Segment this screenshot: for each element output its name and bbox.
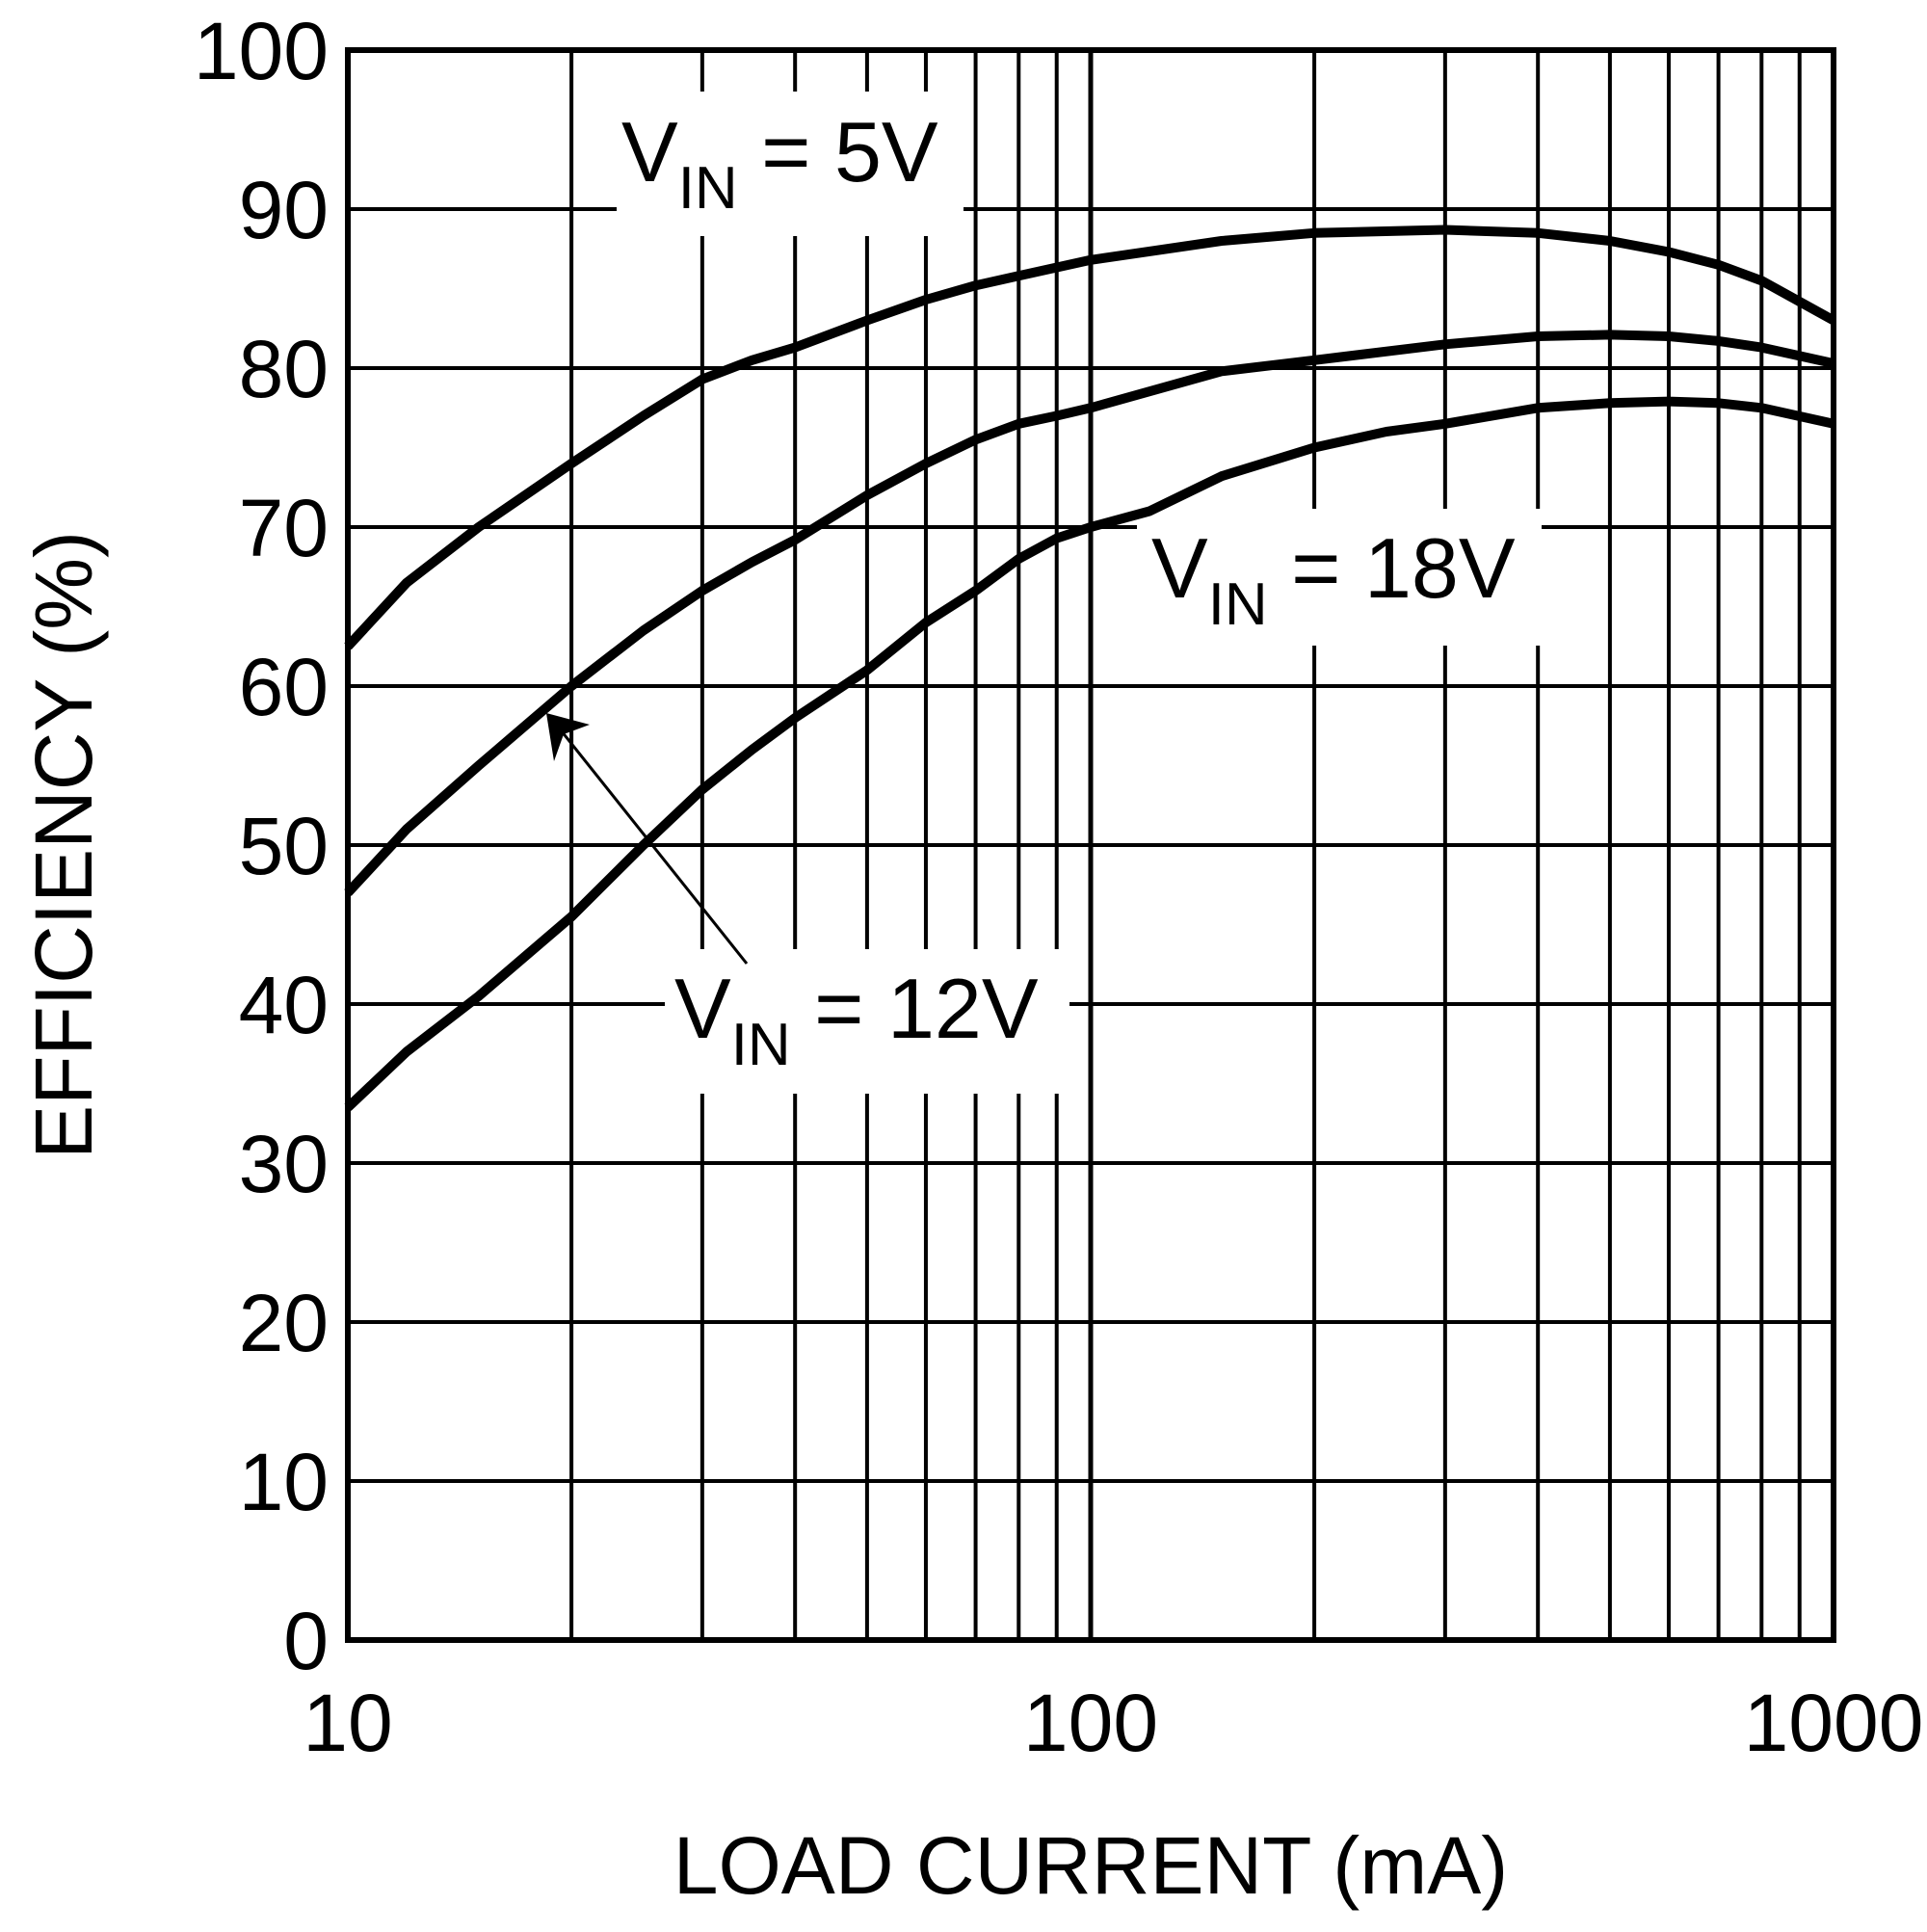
series-line-1	[344, 225, 1836, 650]
series-label-value: = 18V	[1268, 520, 1516, 616]
y-tick-label: 50	[239, 801, 329, 891]
y-tick-label: 90	[239, 165, 329, 255]
data-series	[344, 225, 1836, 1111]
arrow-leader-line	[556, 726, 749, 965]
y-tick-label: 20	[239, 1278, 329, 1368]
series-label: VIN = 18V	[1151, 520, 1516, 638]
series-line-2	[344, 330, 1835, 896]
series-label-subscript: IN	[1208, 571, 1268, 638]
y-tick-label: 0	[283, 1596, 329, 1686]
y-tick-label: 30	[239, 1119, 329, 1209]
y-tick-label: 10	[239, 1437, 329, 1527]
y-tick-label: 70	[239, 483, 329, 573]
x-tick-label: 10	[303, 1678, 392, 1768]
y-axis-title: EFFICIENCY (%)	[18, 531, 109, 1159]
y-tick-label: 60	[239, 642, 329, 732]
y-tick-label: 80	[239, 324, 329, 414]
label-background	[1137, 509, 1542, 646]
label-background	[617, 92, 964, 236]
y-tick-label: 100	[194, 6, 329, 96]
series-label: VIN = 5V	[621, 104, 938, 222]
x-tick-label: 100	[1023, 1678, 1158, 1768]
series-label-v: V	[621, 104, 678, 199]
x-axis-title: LOAD CURRENT (mA)	[673, 1820, 1509, 1911]
y-tick-label: 40	[239, 960, 329, 1050]
series-label: VIN = 12V	[674, 961, 1039, 1078]
series-label-value: = 12V	[791, 961, 1039, 1056]
x-tick-label: 1000	[1744, 1678, 1924, 1768]
series-line-3	[344, 396, 1835, 1111]
series-label-subscript: IN	[678, 155, 738, 222]
label-background	[665, 949, 1069, 1094]
series-label-v: V	[674, 961, 731, 1056]
grid	[348, 50, 1834, 1640]
arrow-head	[545, 713, 590, 762]
series-label-subscript: IN	[731, 1012, 791, 1078]
series-label-v: V	[1151, 520, 1208, 616]
plot-frame	[345, 47, 1836, 1643]
series-label-value: = 5V	[738, 104, 938, 199]
